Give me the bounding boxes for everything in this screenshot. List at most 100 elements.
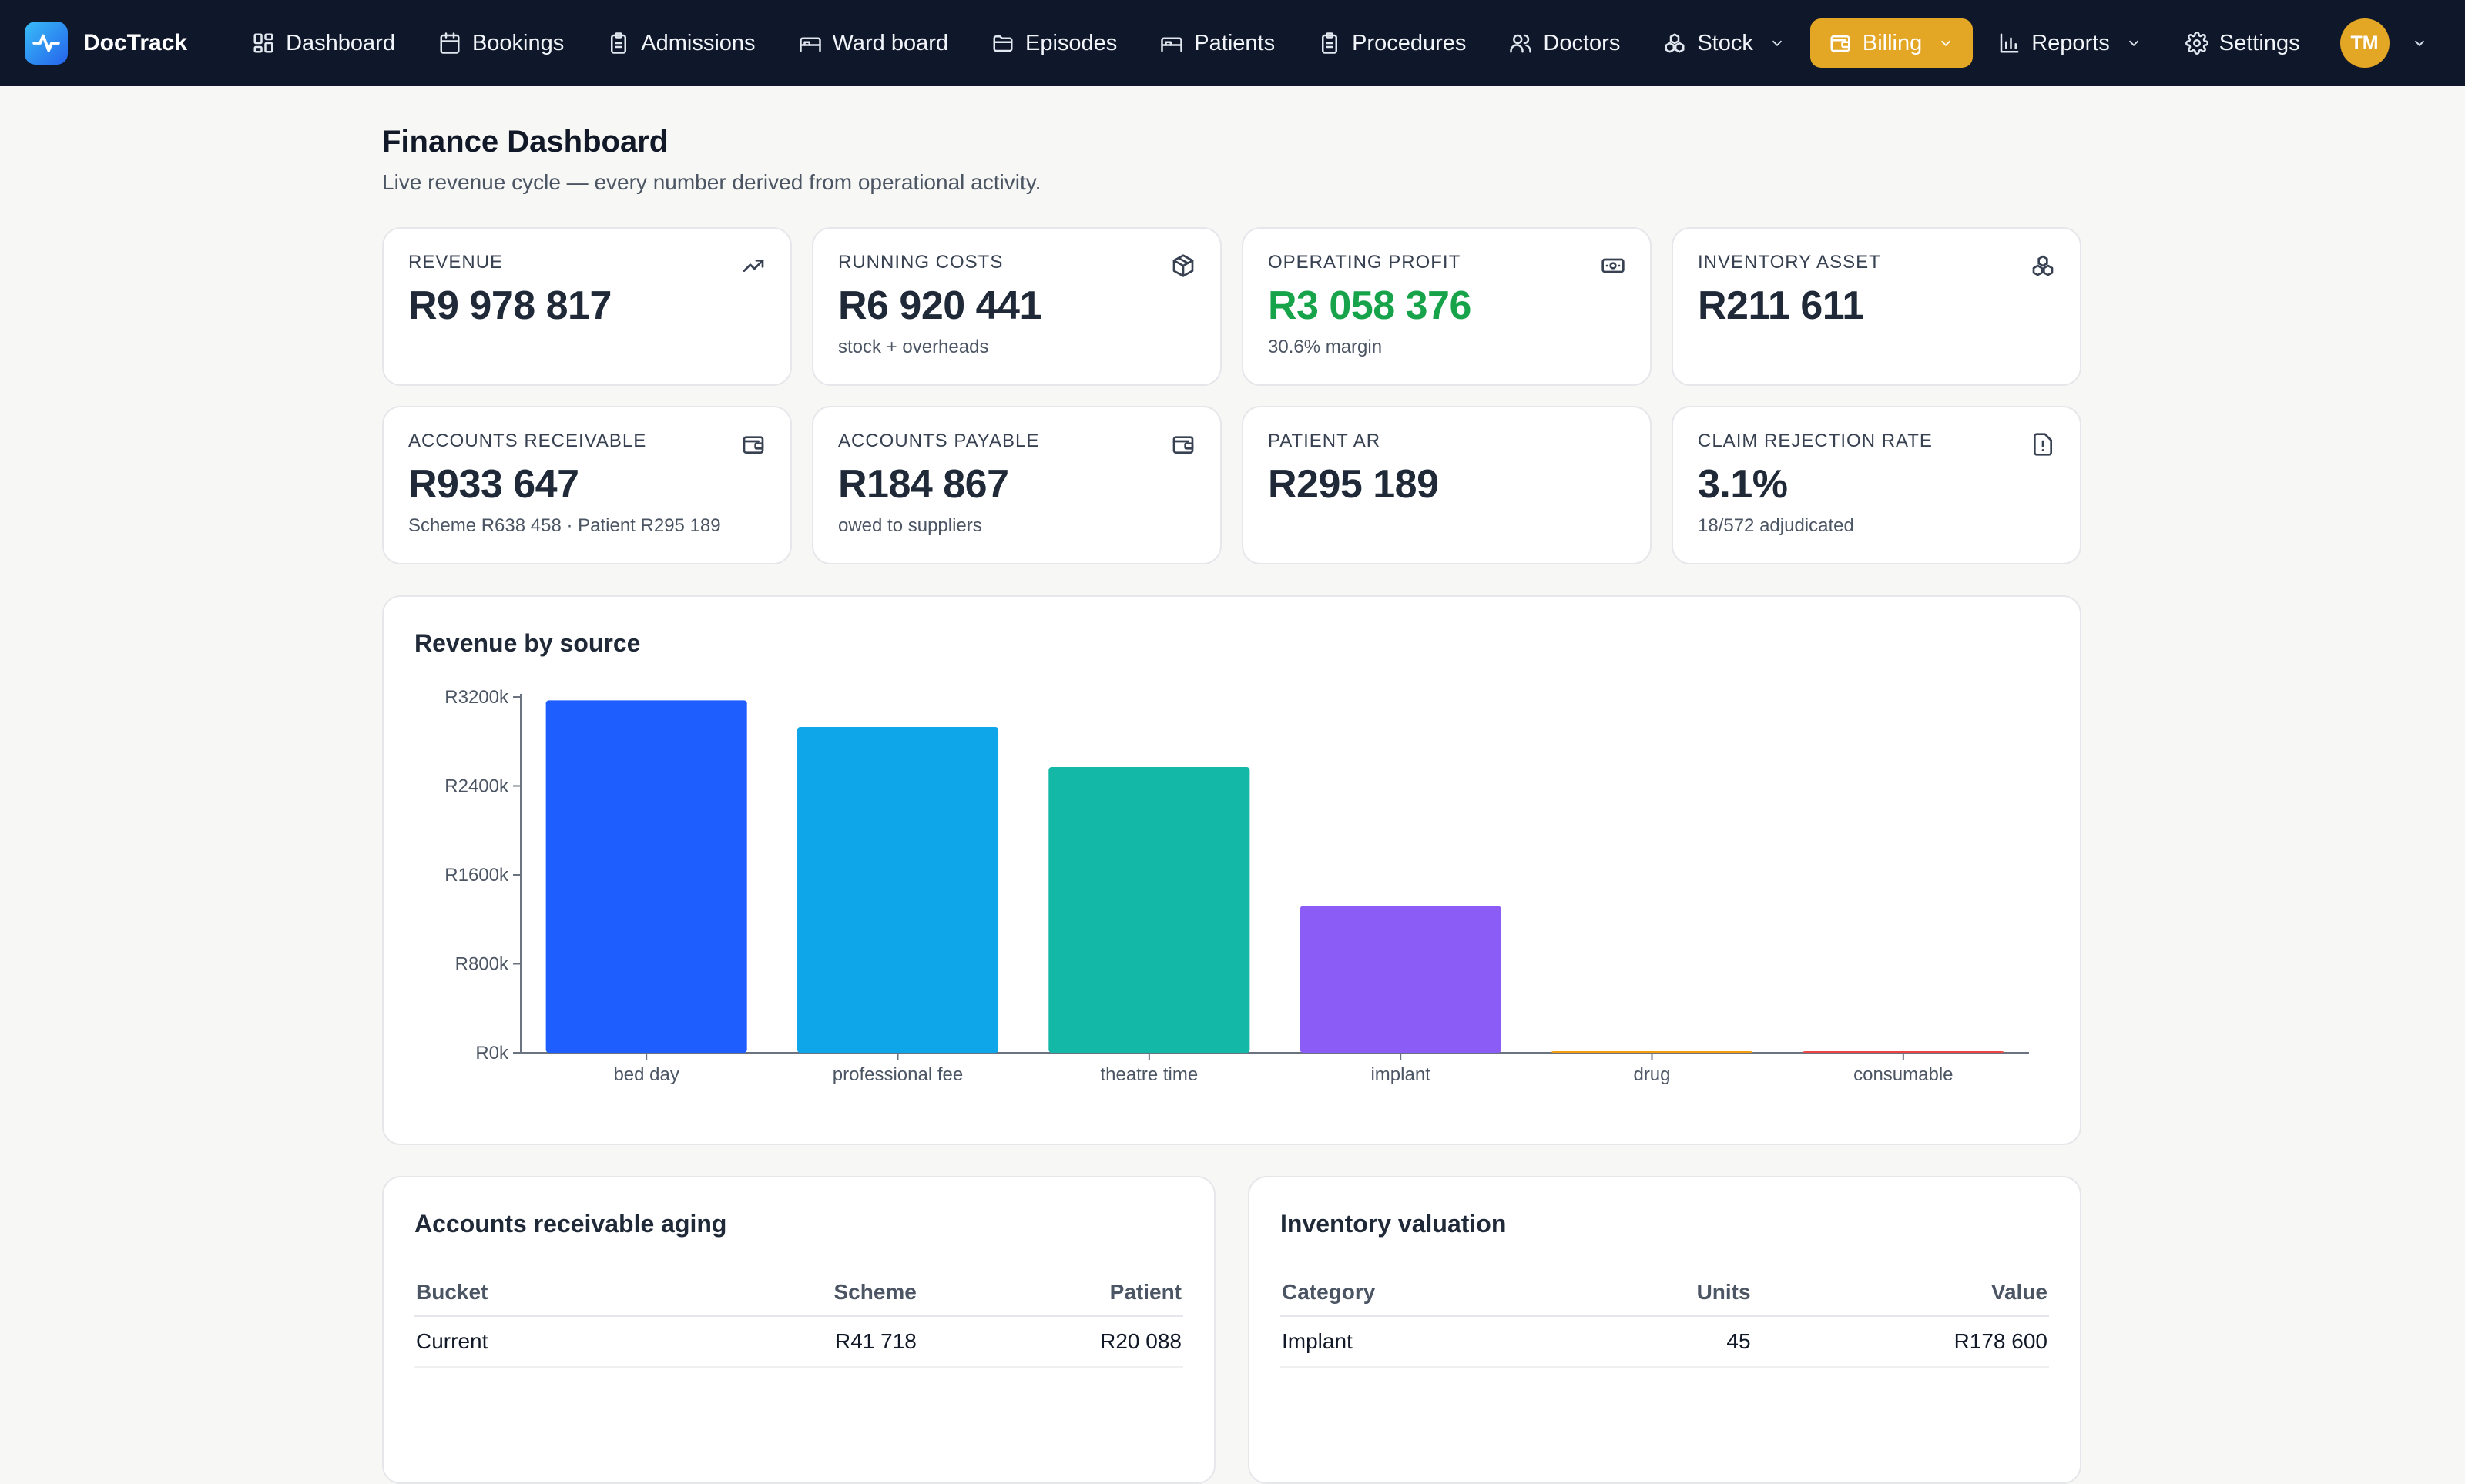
nav-item-label: Ward board: [832, 30, 948, 55]
kpi-value: R6 920 441: [838, 283, 1041, 328]
kpi-card-patient-ar: PATIENT AR R295 189: [1242, 406, 1652, 564]
x-tick-label: professional fee: [833, 1064, 963, 1085]
table-cell: 45: [1577, 1316, 1752, 1368]
nav-item-billing[interactable]: Billing: [1809, 18, 1974, 68]
nav-item-dashboard[interactable]: Dashboard: [233, 18, 414, 68]
nav-item-doctors[interactable]: Doctors: [1491, 18, 1638, 68]
table-cell: Implant: [1280, 1316, 1578, 1368]
bar-implant[interactable]: [1300, 906, 1501, 1053]
nav-item-episodes[interactable]: Episodes: [973, 18, 1135, 68]
x-tick-label: implant: [1370, 1064, 1430, 1085]
nav-item-settings[interactable]: Settings: [2167, 18, 2319, 68]
package-icon: [1172, 254, 1194, 277]
nav-item-label: Bookings: [471, 30, 565, 55]
x-tick-label: bed day: [613, 1064, 679, 1085]
bar-chart-icon: [2000, 33, 2019, 53]
kpi-label: REVENUE: [408, 252, 504, 273]
nav-item-ward-board[interactable]: Ward board: [780, 18, 967, 68]
kpi-label: INVENTORY ASSET: [1698, 252, 1881, 273]
y-tick-label: R1600k: [444, 865, 509, 886]
nav-item-label: Dashboard: [286, 30, 395, 55]
kpi-grid: REVENUE R9 978 817 RUNNING COSTS R6 920 441…: [382, 227, 2083, 564]
nav-item-admissions[interactable]: Admissions: [589, 18, 773, 68]
top-nav: DocTrack Dashboard Bookings Admissions Ward…: [0, 0, 2465, 86]
avatar[interactable]: TM: [2339, 18, 2390, 68]
nav-item-label: Patients: [1194, 30, 1276, 55]
kpi-value: R211 611: [1698, 283, 1864, 328]
kpi-card-operating-profit: OPERATING PROFIT R3 058 376 30.6% margin: [1242, 227, 1652, 386]
nav-item-label: Reports: [2031, 30, 2110, 55]
kpi-card-accounts-payable: ACCOUNTS PAYABLE R184 867 owed to supplier…: [812, 406, 1222, 564]
kpi-card-inventory-asset: INVENTORY ASSET R211 611: [1672, 227, 2081, 386]
x-tick-label: theatre time: [1100, 1064, 1198, 1085]
nav-item-patients[interactable]: Patients: [1142, 18, 1293, 68]
gear-icon: [2185, 32, 2208, 55]
calendar-icon: [440, 32, 460, 54]
ar-aging-title: Accounts receivable aging: [414, 1210, 727, 1238]
bed-icon: [1161, 37, 1183, 52]
table-row: Current R41 718 R20 088: [414, 1316, 1183, 1368]
grid-icon: [253, 33, 273, 53]
kpi-note: 18/572 adjudicated: [1698, 515, 1854, 536]
nav-item-label: Doctors: [1543, 30, 1621, 55]
chevron-down-icon: [1941, 40, 1951, 47]
trending-up-icon: [743, 260, 764, 272]
kpi-note: stock + overheads: [838, 337, 989, 357]
wallet-icon: [743, 436, 764, 454]
nav-item-label: Episodes: [1025, 30, 1118, 55]
kpi-note: Scheme R638 458 · Patient R295 189: [408, 515, 721, 536]
inventory-table: Category Units Value Implant 45 R178 600: [1280, 1269, 2049, 1368]
nav-item-procedures[interactable]: Procedures: [1300, 18, 1484, 68]
nav-items: Dashboard Bookings Admissions Ward board Epi…: [233, 18, 2319, 68]
nav-item-bookings[interactable]: Bookings: [420, 18, 582, 68]
column-header: Patient: [917, 1269, 1183, 1317]
nav-item-reports[interactable]: Reports: [1979, 18, 2161, 68]
column-header: Value: [1752, 1269, 2049, 1317]
wallet-icon: [1172, 436, 1194, 454]
y-tick-label: R800k: [455, 954, 509, 975]
revenue-bar-chart: R0k R800k R1600k R2400k R3200k bed day profess…: [444, 687, 2029, 1085]
column-header: Category: [1280, 1269, 1578, 1317]
bar-professional-fee[interactable]: [797, 726, 999, 1053]
bar-consumable[interactable]: [1803, 1051, 2004, 1053]
table-row: Implant 45 R178 600: [1280, 1316, 2049, 1368]
bar-bed-day[interactable]: [545, 700, 747, 1053]
clipboard-icon: [1322, 32, 1338, 54]
folder-icon: [993, 35, 1013, 52]
brand[interactable]: DocTrack: [25, 22, 187, 65]
x-tick-label: consumable: [1853, 1064, 1953, 1085]
kpi-label: RUNNING COSTS: [838, 252, 1004, 273]
nav-item-stock[interactable]: Stock: [1645, 18, 1804, 68]
users-icon: [1510, 34, 1532, 53]
table-cell: Current: [414, 1316, 649, 1368]
bar-drug[interactable]: [1551, 1051, 1753, 1053]
kpi-value: R295 189: [1268, 462, 1439, 507]
user-menu[interactable]: TM: [2339, 18, 2428, 68]
kpi-value: R3 058 376: [1268, 283, 1471, 328]
kpi-note: 30.6% margin: [1268, 337, 1383, 357]
kpi-note: owed to suppliers: [838, 515, 982, 536]
ar-aging-card: Accounts receivable aging Bucket Scheme …: [382, 1176, 1216, 1484]
nav-item-label: Admissions: [641, 30, 756, 55]
nav-item-label: Settings: [2218, 30, 2300, 55]
page-title: Finance Dashboard: [382, 125, 669, 159]
bar-theatre-time[interactable]: [1048, 766, 1250, 1053]
nav-item-label: Procedures: [1352, 30, 1467, 55]
kpi-card-running-costs: RUNNING COSTS R6 920 441 stock + overheads: [812, 227, 1222, 386]
y-tick-label: R3200k: [444, 687, 509, 708]
kpi-label: CLAIM REJECTION RATE: [1698, 430, 1933, 451]
chevron-down-icon: [2414, 40, 2424, 47]
kpi-card-accounts-receivable: ACCOUNTS RECEIVABLE R933 647 Scheme R638 4…: [382, 406, 792, 564]
nav-item-label: Billing: [1862, 30, 1923, 55]
kpi-label: PATIENT AR: [1268, 430, 1381, 451]
kpi-label: ACCOUNTS RECEIVABLE: [408, 430, 647, 451]
alert-file-icon: [2034, 433, 2052, 456]
kpi-value: R933 647: [408, 462, 579, 507]
kpi-value: 3.1%: [1698, 462, 1788, 507]
table-header-row: Bucket Scheme Patient: [414, 1269, 1183, 1317]
column-header: Bucket: [414, 1269, 649, 1317]
table-cell: R20 088: [917, 1316, 1183, 1368]
clipboard-icon: [611, 32, 627, 54]
inventory-title: Inventory valuation: [1280, 1210, 1507, 1238]
y-tick-label: R2400k: [444, 776, 509, 797]
